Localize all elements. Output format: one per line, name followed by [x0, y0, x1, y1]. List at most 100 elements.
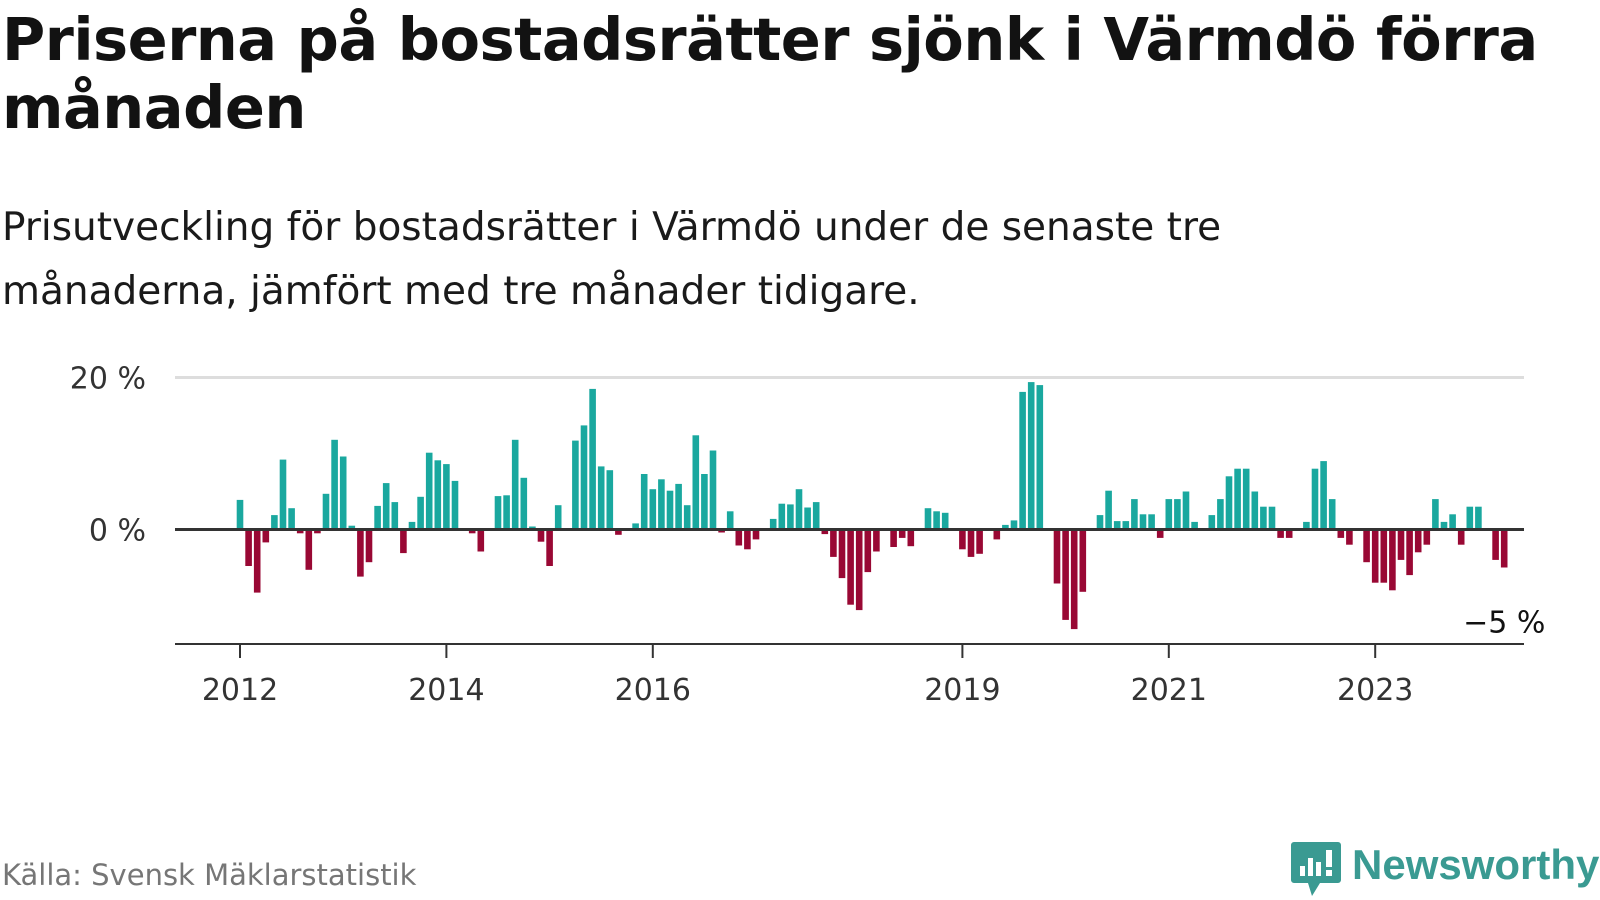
bar-positive: [1208, 515, 1216, 530]
bar-negative: [898, 529, 906, 538]
x-tick-label: 2012: [202, 673, 278, 708]
bar-positive: [1432, 499, 1439, 530]
bar-positive: [812, 502, 820, 530]
bar-negative: [253, 529, 261, 593]
bar-positive: [804, 507, 811, 530]
bar-positive: [1303, 521, 1310, 530]
bar-positive: [408, 521, 416, 530]
bar-positive: [769, 518, 777, 530]
bar-negative: [864, 529, 872, 573]
newsworthy-logo[interactable]: Newsworthy: [1290, 840, 1599, 900]
bar-positive: [339, 456, 347, 530]
bar-positive: [726, 511, 734, 530]
bar-negative: [1277, 529, 1284, 538]
bar-positive: [1027, 382, 1035, 530]
bar-negative: [976, 529, 983, 554]
bar-positive: [1113, 521, 1121, 530]
bar-negative: [615, 529, 622, 535]
bar-negative: [993, 529, 1001, 540]
x-tick-label: 2014: [408, 673, 484, 708]
bar-negative: [1406, 529, 1413, 576]
bar-positive: [795, 489, 803, 530]
bar-negative: [752, 529, 760, 540]
bar-positive: [683, 505, 691, 530]
bar-negative: [967, 529, 975, 557]
bar-positive: [1234, 468, 1241, 530]
bar-positive: [511, 439, 519, 530]
bar-negative: [1492, 529, 1499, 560]
bar-positive: [1242, 468, 1250, 530]
x-tick-label: 2016: [615, 673, 691, 708]
bar-positive: [425, 452, 433, 530]
bar-negative: [1079, 529, 1087, 592]
bar-positive: [279, 459, 287, 530]
bar-negative: [1053, 529, 1061, 584]
bar-negative: [1423, 529, 1431, 545]
bar-negative: [1371, 529, 1379, 583]
bar-positive: [787, 504, 794, 530]
bar-positive: [348, 525, 356, 530]
bar-positive: [632, 523, 639, 530]
bar-positive: [1019, 391, 1026, 530]
bar-positive: [554, 505, 562, 530]
x-tick-label: 2023: [1337, 673, 1413, 708]
bar-positive: [1182, 491, 1190, 530]
bar-positive: [692, 435, 700, 530]
bar-positive: [1036, 385, 1044, 530]
bar-negative: [546, 529, 553, 566]
bar-positive: [1165, 499, 1173, 530]
bar-positive: [1191, 521, 1198, 530]
bar-negative: [821, 529, 829, 535]
y-tick-label: 20 %: [70, 362, 146, 397]
bar-positive: [933, 511, 940, 530]
bar-positive: [1096, 515, 1104, 530]
bar-negative: [1363, 529, 1370, 563]
bar-negative: [1389, 529, 1396, 591]
bar-positive: [503, 495, 510, 530]
bar-negative: [305, 529, 313, 570]
bar-positive: [271, 515, 278, 530]
bar-positive: [322, 493, 330, 530]
bar-positive: [1010, 520, 1018, 530]
bar-positive: [331, 439, 338, 530]
bar-positive: [1148, 514, 1155, 530]
bar-negative: [296, 529, 304, 534]
x-tick-label: 2019: [924, 673, 1000, 708]
bar-positive: [382, 483, 390, 530]
bar-positive: [1131, 499, 1138, 530]
bar-negative: [959, 529, 966, 550]
bar-negative: [1070, 529, 1078, 630]
bar-positive: [1251, 491, 1259, 530]
bar-positive: [640, 474, 648, 530]
bar-negative: [1414, 529, 1422, 553]
bar-positive: [941, 512, 949, 530]
y-axis-labels: 0 % 20 %: [70, 362, 146, 549]
bar-negative: [838, 529, 846, 579]
bar-negative: [1500, 529, 1508, 568]
bar-positive: [451, 480, 459, 530]
bar-positive: [606, 470, 614, 530]
bar-negative: [1397, 529, 1405, 560]
bar-positive: [589, 388, 596, 530]
bar-positive: [1002, 524, 1009, 530]
bar-negative: [1457, 529, 1465, 545]
bar-negative: [314, 529, 321, 534]
chart-subtitle: Prisutveckling för bostadsrätter i Värmd…: [2, 205, 1222, 314]
bar-negative: [1062, 529, 1069, 620]
bar-positive: [1268, 506, 1276, 530]
bar-negative: [830, 529, 837, 557]
bar-positive: [494, 496, 502, 530]
bar-negative: [735, 529, 743, 546]
x-axis-labels: 2012 2014 2016 2019 2021 2023: [202, 644, 1413, 708]
bar-negative: [907, 529, 915, 547]
bar-positive: [1122, 521, 1130, 530]
bar-positive: [1328, 499, 1336, 530]
bar-positive: [1475, 506, 1482, 530]
bar-positive: [374, 505, 381, 530]
bar-negative: [1380, 529, 1388, 583]
bar-positive: [417, 496, 424, 530]
bar-negative: [477, 529, 485, 552]
bar-positive: [701, 474, 708, 530]
source-note: Källa: Svensk Mäklarstatistik: [2, 858, 417, 892]
bar-negative: [873, 529, 880, 552]
